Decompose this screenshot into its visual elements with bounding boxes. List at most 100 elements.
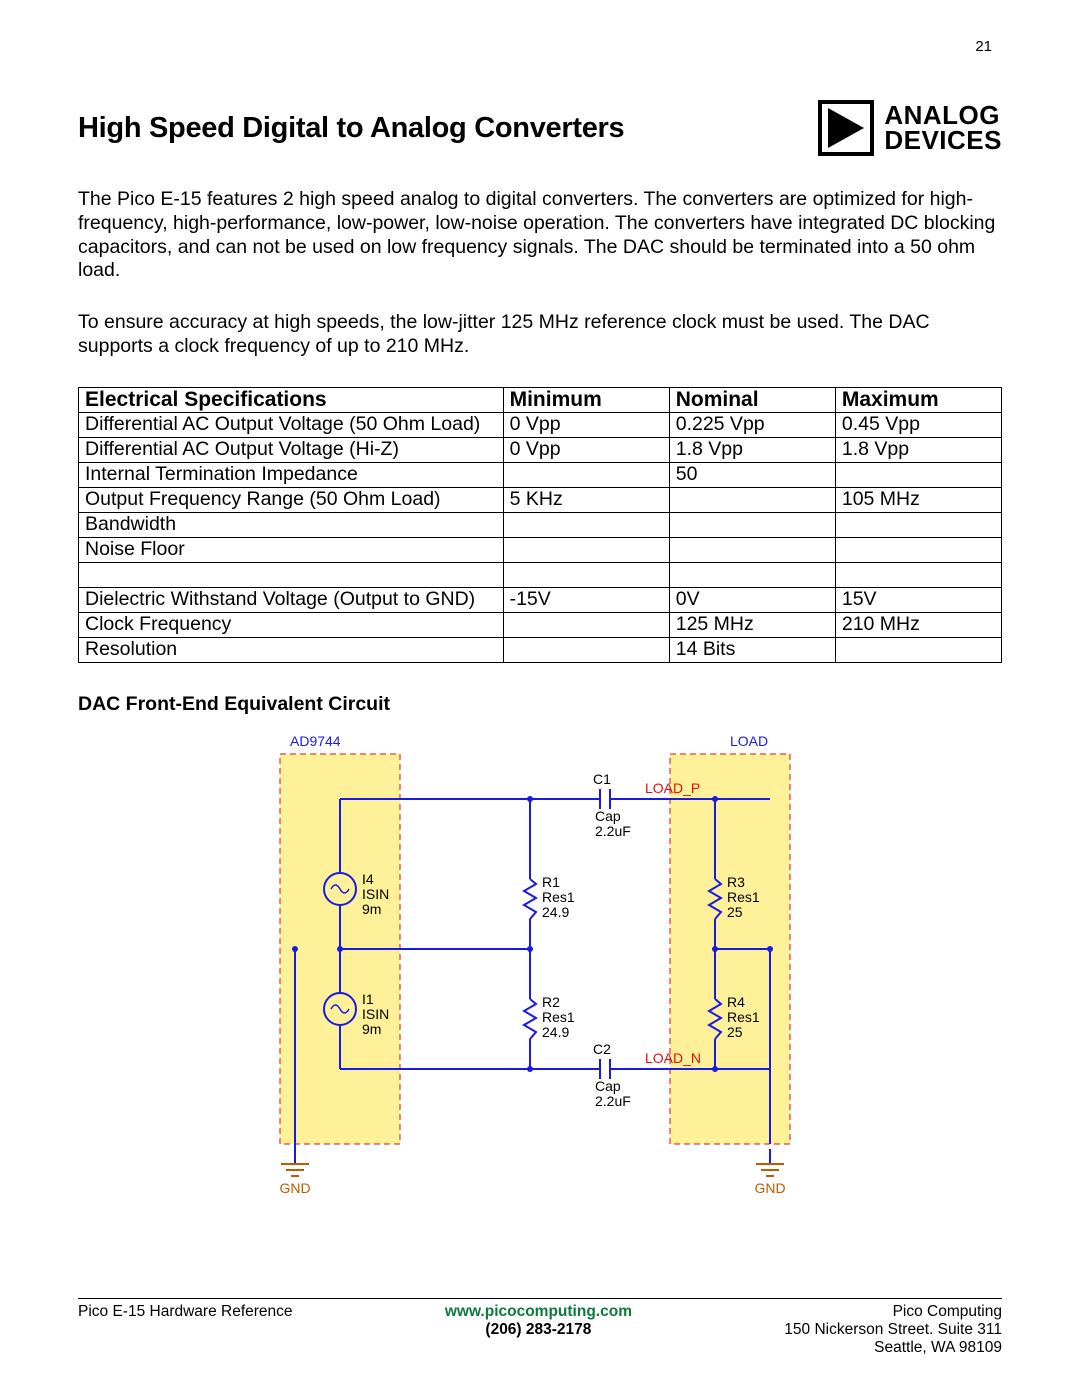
table-cell <box>669 562 835 587</box>
footer-phone: (206) 283-2178 <box>485 1321 591 1338</box>
table-cell: 0.225 Vpp <box>669 412 835 437</box>
table-cell: Differential AC Output Voltage (50 Ohm L… <box>79 412 504 437</box>
footer-company: Pico Computing <box>784 1303 1002 1321</box>
table-cell <box>503 637 669 662</box>
table-cell: 15V <box>835 587 1001 612</box>
svg-text:2.2uF: 2.2uF <box>595 1093 631 1109</box>
table-cell: 0 Vpp <box>503 412 669 437</box>
table-cell <box>79 562 504 587</box>
table-cell: 1.8 Vpp <box>669 437 835 462</box>
svg-text:ISIN: ISIN <box>362 1006 389 1022</box>
svg-text:LOAD: LOAD <box>730 733 768 749</box>
table-cell <box>835 637 1001 662</box>
intro-paragraph-2: To ensure accuracy at high speeds, the l… <box>78 311 1002 359</box>
svg-text:Cap: Cap <box>595 1078 621 1094</box>
table-row: Dielectric Withstand Voltage (Output to … <box>79 587 1002 612</box>
table-cell: 1.8 Vpp <box>835 437 1001 462</box>
footer-left: Pico E-15 Hardware Reference <box>78 1303 293 1321</box>
svg-text:9m: 9m <box>362 1021 381 1037</box>
svg-text:I1: I1 <box>362 991 374 1007</box>
table-cell <box>669 512 835 537</box>
footer-link[interactable]: www.picocomputing.com <box>445 1303 632 1320</box>
logo-line2: DEVICES <box>884 128 1002 153</box>
table-row: Clock Frequency 125 MHz210 MHz <box>79 612 1002 637</box>
intro-paragraph-1: The Pico E-15 features 2 high speed anal… <box>78 188 1002 283</box>
svg-text:AD9744: AD9744 <box>290 733 341 749</box>
table-cell: 14 Bits <box>669 637 835 662</box>
table-cell <box>503 537 669 562</box>
table-cell: 210 MHz <box>835 612 1001 637</box>
table-cell: 125 MHz <box>669 612 835 637</box>
table-row: Differential AC Output Voltage (Hi-Z)0 V… <box>79 437 1002 462</box>
svg-text:25: 25 <box>727 904 743 920</box>
table-cell <box>503 512 669 537</box>
svg-text:I4: I4 <box>362 871 374 887</box>
svg-text:R4: R4 <box>727 994 745 1010</box>
header-row: High Speed Digital to Analog Converters … <box>78 100 1002 156</box>
table-row: Noise Floor <box>79 537 1002 562</box>
table-cell: 5 KHz <box>503 487 669 512</box>
svg-text:ISIN: ISIN <box>362 886 389 902</box>
electrical-specifications-table: Electrical Specifications Minimum Nomina… <box>78 387 1002 663</box>
svg-text:LOAD_P: LOAD_P <box>645 780 700 796</box>
svg-text:9m: 9m <box>362 901 381 917</box>
page-title: High Speed Digital to Analog Converters <box>78 112 624 145</box>
svg-text:LOAD_N: LOAD_N <box>645 1050 701 1066</box>
table-cell: 0 Vpp <box>503 437 669 462</box>
table-cell: 0.45 Vpp <box>835 412 1001 437</box>
svg-text:Res1: Res1 <box>727 1009 760 1025</box>
analog-devices-logo: ANALOG DEVICES <box>818 100 1002 156</box>
svg-text:24.9: 24.9 <box>542 1024 569 1040</box>
table-header-row: Electrical Specifications Minimum Nomina… <box>79 387 1002 412</box>
svg-text:25: 25 <box>727 1024 743 1040</box>
table-cell: Internal Termination Impedance <box>79 462 504 487</box>
circuit-subheading: DAC Front-End Equivalent Circuit <box>78 693 1002 716</box>
table-row: Internal Termination Impedance 50 <box>79 462 1002 487</box>
svg-text:GND: GND <box>279 1180 310 1196</box>
table-cell <box>503 462 669 487</box>
table-cell: Clock Frequency <box>79 612 504 637</box>
table-cell: Noise Floor <box>79 537 504 562</box>
logo-text: ANALOG DEVICES <box>884 103 1002 152</box>
svg-text:R3: R3 <box>727 874 745 890</box>
svg-text:R2: R2 <box>542 994 560 1010</box>
page-number: 21 <box>975 38 992 55</box>
table-cell: Output Frequency Range (50 Ohm Load) <box>79 487 504 512</box>
table-row: Resolution 14 Bits <box>79 637 1002 662</box>
svg-text:Cap: Cap <box>595 808 621 824</box>
table-cell <box>503 612 669 637</box>
table-row: Bandwidth <box>79 512 1002 537</box>
table-cell: Dielectric Withstand Voltage (Output to … <box>79 587 504 612</box>
svg-text:R1: R1 <box>542 874 560 890</box>
svg-text:Res1: Res1 <box>727 889 760 905</box>
table-cell: 105 MHz <box>835 487 1001 512</box>
svg-text:GND: GND <box>754 1180 785 1196</box>
table-cell: 0V <box>669 587 835 612</box>
logo-triangle-icon <box>818 100 874 156</box>
table-header: Minimum <box>503 387 669 412</box>
table-row: Differential AC Output Voltage (50 Ohm L… <box>79 412 1002 437</box>
table-cell <box>835 537 1001 562</box>
table-cell: Differential AC Output Voltage (Hi-Z) <box>79 437 504 462</box>
table-row: Output Frequency Range (50 Ohm Load)5 KH… <box>79 487 1002 512</box>
table-header: Nominal <box>669 387 835 412</box>
svg-text:2.2uF: 2.2uF <box>595 823 631 839</box>
footer-address1: 150 Nickerson Street. Suite 311 <box>784 1321 1002 1339</box>
table-row <box>79 562 1002 587</box>
svg-text:24.9: 24.9 <box>542 904 569 920</box>
table-cell: Bandwidth <box>79 512 504 537</box>
svg-text:Res1: Res1 <box>542 1009 575 1025</box>
table-cell: Resolution <box>79 637 504 662</box>
svg-text:C2: C2 <box>593 1041 611 1057</box>
table-cell <box>669 537 835 562</box>
table-cell <box>669 487 835 512</box>
svg-text:C1: C1 <box>593 771 611 787</box>
table-cell: 50 <box>669 462 835 487</box>
footer-address2: Seattle, WA 98109 <box>784 1339 1002 1357</box>
table-cell <box>835 562 1001 587</box>
table-cell <box>503 562 669 587</box>
table-header: Electrical Specifications <box>79 387 504 412</box>
table-cell <box>835 512 1001 537</box>
table-cell: -15V <box>503 587 669 612</box>
svg-text:Res1: Res1 <box>542 889 575 905</box>
